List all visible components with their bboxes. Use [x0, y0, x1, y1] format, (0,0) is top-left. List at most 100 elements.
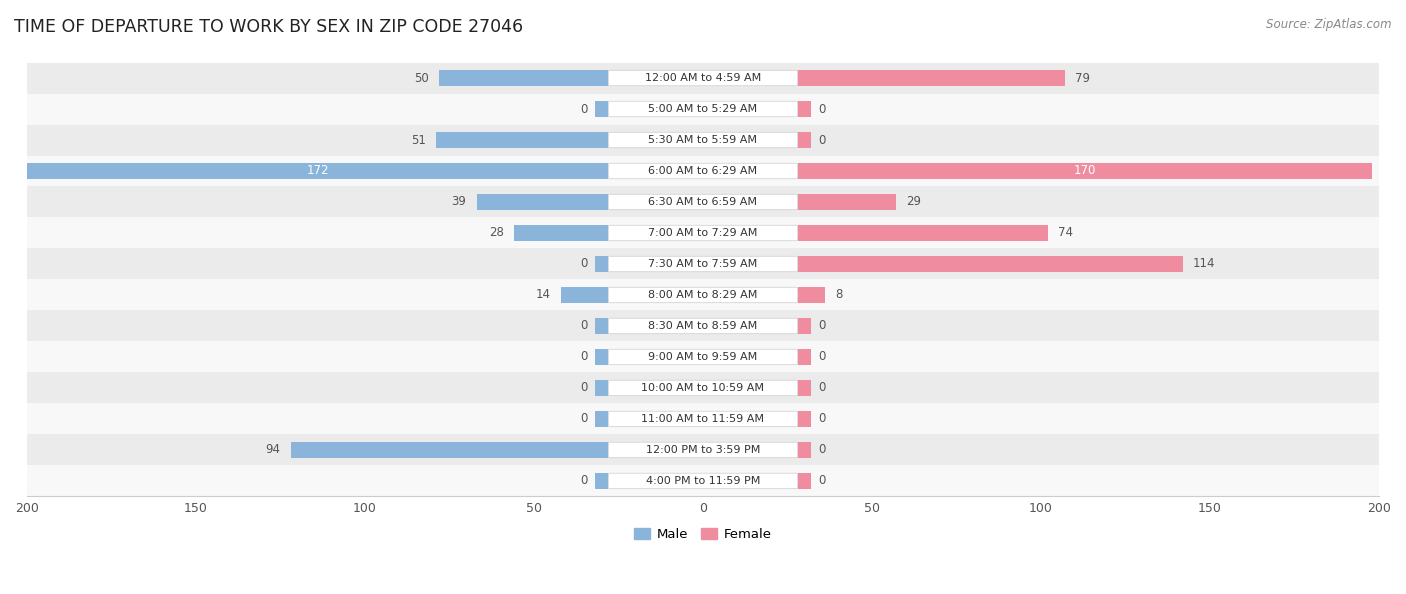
Text: 0: 0 — [581, 103, 588, 115]
Bar — [27, 403, 1379, 434]
Bar — [27, 62, 1379, 93]
Text: 0: 0 — [581, 320, 588, 333]
Text: 0: 0 — [818, 103, 825, 115]
Text: 0: 0 — [818, 444, 825, 456]
FancyBboxPatch shape — [609, 70, 797, 86]
Bar — [561, 287, 609, 303]
Text: 114: 114 — [1194, 257, 1216, 270]
FancyBboxPatch shape — [609, 380, 797, 396]
Text: 8:00 AM to 8:29 AM: 8:00 AM to 8:29 AM — [648, 290, 758, 300]
Bar — [595, 349, 609, 365]
Bar — [27, 372, 1379, 403]
Bar — [291, 442, 609, 458]
Text: 8:30 AM to 8:59 AM: 8:30 AM to 8:59 AM — [648, 321, 758, 331]
Bar — [27, 217, 1379, 248]
Text: 0: 0 — [581, 381, 588, 394]
Bar — [797, 132, 811, 148]
Bar — [797, 318, 811, 334]
Text: 172: 172 — [307, 165, 329, 178]
Bar — [797, 473, 811, 489]
Text: 39: 39 — [451, 195, 467, 208]
Bar — [797, 194, 896, 210]
FancyBboxPatch shape — [609, 163, 797, 179]
Bar — [513, 225, 609, 241]
Bar — [595, 101, 609, 117]
Bar — [797, 256, 1182, 272]
Text: 9:00 AM to 9:59 AM: 9:00 AM to 9:59 AM — [648, 352, 758, 362]
Text: 6:00 AM to 6:29 AM: 6:00 AM to 6:29 AM — [648, 166, 758, 176]
Text: 5:00 AM to 5:29 AM: 5:00 AM to 5:29 AM — [648, 104, 758, 114]
Text: 74: 74 — [1057, 226, 1073, 239]
Bar — [797, 411, 811, 427]
FancyBboxPatch shape — [609, 256, 797, 271]
Text: 12:00 PM to 3:59 PM: 12:00 PM to 3:59 PM — [645, 445, 761, 455]
Text: 6:30 AM to 6:59 AM: 6:30 AM to 6:59 AM — [648, 197, 758, 207]
Text: 29: 29 — [905, 195, 921, 208]
Bar — [27, 187, 1379, 217]
Text: 4:00 PM to 11:59 PM: 4:00 PM to 11:59 PM — [645, 476, 761, 486]
Bar — [27, 434, 1379, 466]
Text: 0: 0 — [818, 134, 825, 147]
Bar — [797, 380, 811, 396]
FancyBboxPatch shape — [609, 101, 797, 117]
Text: 0: 0 — [818, 412, 825, 425]
FancyBboxPatch shape — [609, 442, 797, 458]
Text: 5:30 AM to 5:59 AM: 5:30 AM to 5:59 AM — [648, 135, 758, 145]
Bar — [797, 163, 1372, 179]
Bar — [27, 466, 1379, 497]
Bar — [27, 248, 1379, 280]
FancyBboxPatch shape — [609, 132, 797, 148]
Bar — [797, 101, 811, 117]
Bar — [439, 70, 609, 86]
FancyBboxPatch shape — [609, 318, 797, 334]
Bar — [797, 70, 1064, 86]
Text: 8: 8 — [835, 289, 842, 302]
Text: 11:00 AM to 11:59 AM: 11:00 AM to 11:59 AM — [641, 414, 765, 424]
Text: 0: 0 — [818, 381, 825, 394]
Bar — [27, 93, 1379, 125]
Bar — [27, 280, 1379, 311]
FancyBboxPatch shape — [609, 287, 797, 303]
Text: 7:00 AM to 7:29 AM: 7:00 AM to 7:29 AM — [648, 228, 758, 238]
Bar — [27, 311, 1379, 342]
Bar — [595, 380, 609, 396]
Bar — [595, 473, 609, 489]
FancyBboxPatch shape — [609, 349, 797, 365]
Text: 0: 0 — [818, 350, 825, 364]
Bar — [27, 156, 1379, 187]
Bar — [595, 318, 609, 334]
FancyBboxPatch shape — [609, 411, 797, 426]
FancyBboxPatch shape — [609, 225, 797, 241]
Text: 14: 14 — [536, 289, 551, 302]
Legend: Male, Female: Male, Female — [628, 522, 778, 546]
Text: 0: 0 — [581, 412, 588, 425]
Text: 0: 0 — [818, 475, 825, 488]
Text: TIME OF DEPARTURE TO WORK BY SEX IN ZIP CODE 27046: TIME OF DEPARTURE TO WORK BY SEX IN ZIP … — [14, 18, 523, 36]
Text: 0: 0 — [581, 350, 588, 364]
Bar — [436, 132, 609, 148]
Bar — [797, 225, 1047, 241]
Bar — [27, 163, 609, 179]
Text: 10:00 AM to 10:59 AM: 10:00 AM to 10:59 AM — [641, 383, 765, 393]
Text: Source: ZipAtlas.com: Source: ZipAtlas.com — [1267, 18, 1392, 31]
Bar — [27, 125, 1379, 156]
Text: 50: 50 — [415, 71, 429, 84]
Text: 28: 28 — [489, 226, 503, 239]
Bar — [595, 256, 609, 272]
FancyBboxPatch shape — [609, 473, 797, 489]
FancyBboxPatch shape — [609, 194, 797, 210]
Text: 0: 0 — [818, 320, 825, 333]
Bar — [797, 349, 811, 365]
Bar — [595, 411, 609, 427]
Bar — [797, 442, 811, 458]
Text: 170: 170 — [1074, 165, 1097, 178]
Text: 0: 0 — [581, 475, 588, 488]
Text: 51: 51 — [411, 134, 426, 147]
Text: 94: 94 — [266, 444, 280, 456]
Bar — [477, 194, 609, 210]
Bar — [797, 287, 825, 303]
Text: 0: 0 — [581, 257, 588, 270]
Text: 79: 79 — [1074, 71, 1090, 84]
Bar — [27, 342, 1379, 372]
Text: 7:30 AM to 7:59 AM: 7:30 AM to 7:59 AM — [648, 259, 758, 269]
